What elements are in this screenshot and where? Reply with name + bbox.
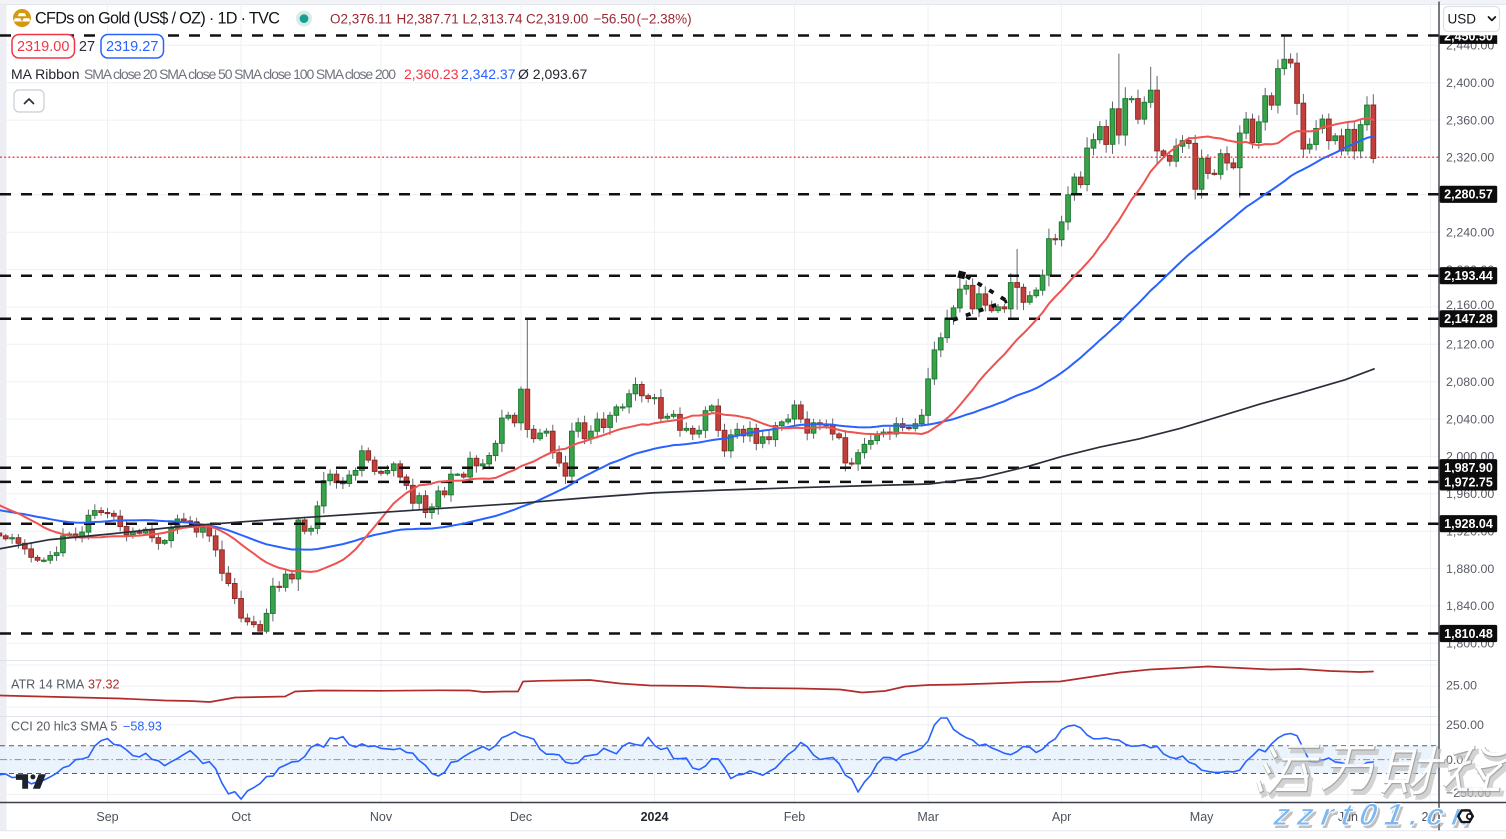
svg-text:USD: USD [1448,12,1477,27]
svg-text:MA Ribbon: MA Ribbon [11,66,79,82]
svg-text:ATR 14 RMA: ATR 14 RMA [11,677,85,691]
svg-text:Sep: Sep [96,810,118,824]
svg-text:25.00: 25.00 [1446,679,1477,693]
svg-text:2,040.00: 2,040.00 [1446,412,1494,426]
svg-text:O2,376.11: O2,376.11 [330,11,392,26]
svg-text:20: 20 [1422,810,1436,824]
svg-text:2,193.44: 2,193.44 [1444,269,1493,283]
svg-text:(−2.38%): (−2.38%) [637,11,692,26]
svg-text:Apr: Apr [1052,810,1071,824]
svg-text:SMA close 20 SMA close 50 SMA: SMA close 20 SMA close 50 SMA close 100 … [84,66,396,82]
svg-text:zzrt01.cn: zzrt01.cn [1273,800,1485,834]
svg-text:CCI 20 hlc3 SMA 5: CCI 20 hlc3 SMA 5 [11,719,117,733]
svg-text:L2,313.74: L2,313.74 [463,11,524,26]
svg-text:2,080.00: 2,080.00 [1446,375,1494,389]
svg-text:Oct: Oct [231,810,251,824]
svg-text:2,360.00: 2,360.00 [1446,113,1494,127]
svg-text:Dec: Dec [510,810,532,824]
svg-text:2,360.23: 2,360.23 [404,66,459,82]
svg-text:Jun: Jun [1338,810,1358,824]
svg-text:2,147.28: 2,147.28 [1444,312,1493,326]
svg-text:Feb: Feb [784,810,806,824]
svg-text:1,840.00: 1,840.00 [1446,599,1494,613]
svg-text:1,972.75: 1,972.75 [1444,475,1493,489]
svg-text:1,987.90: 1,987.90 [1444,461,1493,475]
svg-text:2,450.50: 2,450.50 [1444,30,1493,44]
svg-text:2,342.37: 2,342.37 [461,66,516,82]
svg-text:H2,387.71: H2,387.71 [397,11,459,26]
svg-text:Mar: Mar [917,810,939,824]
svg-text:2319.27: 2319.27 [106,39,158,55]
svg-text:2,160.00: 2,160.00 [1446,298,1494,312]
svg-text:Ø 2,093.67: Ø 2,093.67 [518,66,587,82]
svg-text:May: May [1190,810,1214,824]
svg-text:1,928.04: 1,928.04 [1444,517,1493,531]
svg-text:2,280.57: 2,280.57 [1444,188,1493,202]
svg-text:−56.50: −56.50 [594,11,636,26]
svg-text:27: 27 [79,39,95,55]
svg-text:2,120.00: 2,120.00 [1446,338,1494,352]
svg-text:2024: 2024 [641,810,669,824]
svg-text:C2,319.00: C2,319.00 [526,11,588,26]
svg-text:2319.00: 2319.00 [17,39,69,55]
svg-text:2,400.00: 2,400.00 [1446,76,1494,90]
svg-text:2,240.00: 2,240.00 [1446,225,1494,239]
svg-text:Nov: Nov [370,810,393,824]
svg-text:CFDs on Gold (US$ / OZ) · 1D ·: CFDs on Gold (US$ / OZ) · 1D · TVC [35,9,280,27]
svg-text:1,810.48: 1,810.48 [1444,627,1493,641]
svg-text:250.00: 250.00 [1446,718,1484,732]
svg-text:1,880.00: 1,880.00 [1446,562,1494,576]
svg-text:−58.93: −58.93 [123,719,162,733]
svg-text:37.32: 37.32 [88,677,120,691]
svg-text:2,320.00: 2,320.00 [1446,151,1494,165]
svg-text:zzrt01.cn: zzrt01.cn [1270,797,1482,832]
